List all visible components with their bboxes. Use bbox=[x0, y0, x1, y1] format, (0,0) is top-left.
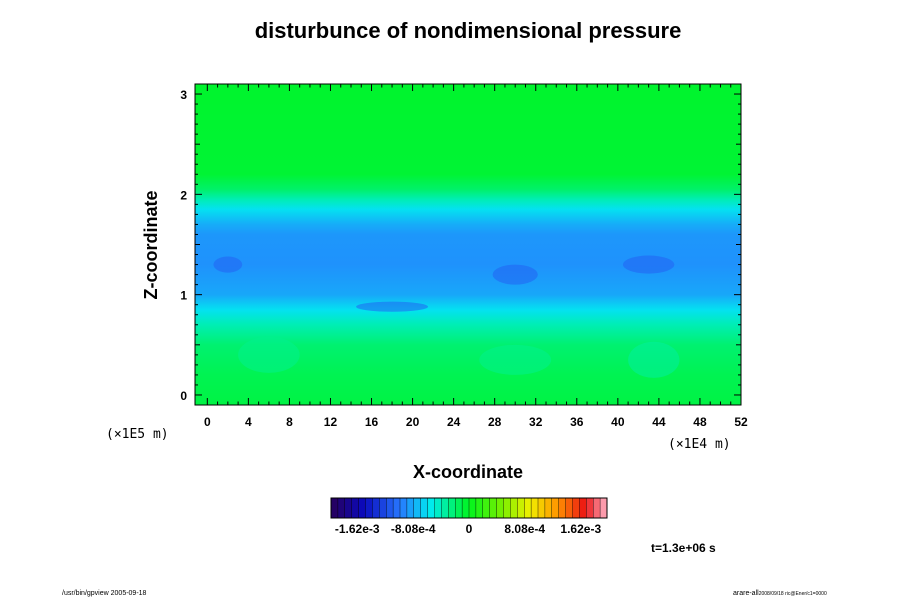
field-patch-left bbox=[213, 257, 242, 273]
x-axis-label: X-coordinate bbox=[413, 462, 523, 482]
colorbar-cell bbox=[517, 498, 524, 518]
y-unit-label: (×1E5 m) bbox=[106, 427, 169, 442]
colorbar-cell bbox=[448, 498, 455, 518]
colorbar-cell bbox=[441, 498, 448, 518]
x-tick-label: 4 bbox=[245, 415, 252, 429]
colorbar-tick-label: 0 bbox=[466, 522, 473, 536]
field-patch-band bbox=[356, 302, 428, 312]
colorbar-cell bbox=[510, 498, 517, 518]
colorbar-cell bbox=[586, 498, 593, 518]
x-tick-label: 36 bbox=[570, 415, 584, 429]
x-tick-label: 0 bbox=[204, 415, 211, 429]
colorbar: -1.62e-3 -8.08e-4 0 8.08e-4 1.62e-3 bbox=[331, 498, 607, 536]
colorbar-cell bbox=[393, 498, 400, 518]
colorbar-cell bbox=[455, 498, 462, 518]
colorbar-cell bbox=[559, 498, 566, 518]
colorbar-cell bbox=[462, 498, 469, 518]
y-tick-label: 2 bbox=[180, 188, 187, 202]
colorbar-tick-label: 1.62e-3 bbox=[560, 522, 601, 536]
colorbar-cell bbox=[421, 498, 428, 518]
colorbar-cell bbox=[435, 498, 442, 518]
colorbar-cell bbox=[531, 498, 538, 518]
colorbar-tick-label: -1.62e-3 bbox=[335, 522, 380, 536]
colorbar-cell bbox=[386, 498, 393, 518]
x-tick-label: 44 bbox=[652, 415, 666, 429]
colorbar-cells bbox=[331, 498, 607, 518]
x-tick-label: 28 bbox=[488, 415, 502, 429]
x-tick-label: 32 bbox=[529, 415, 543, 429]
colorbar-cell bbox=[524, 498, 531, 518]
y-axis-label: Z-coordinate bbox=[141, 190, 161, 299]
colorbar-cell bbox=[600, 498, 607, 518]
colorbar-cell bbox=[469, 498, 476, 518]
colorbar-tick-label: 8.08e-4 bbox=[504, 522, 545, 536]
x-unit-label: (×1E4 m) bbox=[668, 437, 731, 452]
chart-title: disturbunce of nondimensional pressure bbox=[255, 18, 682, 43]
x-tick-label: 52 bbox=[734, 415, 748, 429]
x-tick-label: 20 bbox=[406, 415, 420, 429]
colorbar-cell bbox=[579, 498, 586, 518]
footer-right: arare-all2008/09/18 ric@Ener/c1=0000 bbox=[733, 590, 827, 597]
colorbar-cell bbox=[573, 498, 580, 518]
colorbar-cell bbox=[379, 498, 386, 518]
y-tick-label: 1 bbox=[180, 289, 187, 303]
y-tick-label: 3 bbox=[180, 88, 187, 102]
x-tick-label: 24 bbox=[447, 415, 461, 429]
colorbar-cell bbox=[372, 498, 379, 518]
colorbar-cell bbox=[414, 498, 421, 518]
field-plume-left bbox=[238, 337, 300, 373]
footer-right-small: 2008/09/18 ric@Ener/c1=0000 bbox=[759, 591, 827, 597]
colorbar-cell bbox=[352, 498, 359, 518]
colorbar-cell bbox=[345, 498, 352, 518]
colorbar-cell bbox=[476, 498, 483, 518]
colorbar-cell bbox=[490, 498, 497, 518]
field-plume-right bbox=[628, 342, 679, 378]
y-tick-label: 0 bbox=[180, 389, 187, 403]
x-tick-label: 12 bbox=[324, 415, 338, 429]
x-tick-label: 48 bbox=[693, 415, 707, 429]
colorbar-cell bbox=[552, 498, 559, 518]
colorbar-cell bbox=[593, 498, 600, 518]
field-patch-right bbox=[623, 256, 674, 274]
colorbar-labels: -1.62e-3 -8.08e-4 0 8.08e-4 1.62e-3 bbox=[335, 522, 602, 536]
colorbar-cell bbox=[400, 498, 407, 518]
colorbar-cell bbox=[538, 498, 545, 518]
field-patch-center bbox=[493, 265, 538, 285]
colorbar-cell bbox=[331, 498, 338, 518]
colorbar-cell bbox=[545, 498, 552, 518]
colorbar-cell bbox=[428, 498, 435, 518]
colorbar-cell bbox=[359, 498, 366, 518]
x-tick-label: 16 bbox=[365, 415, 379, 429]
footer-right-main: arare-all bbox=[733, 590, 759, 597]
time-label: t=1.3e+06 s bbox=[651, 541, 716, 555]
footer-left: /usr/bin/gpview 2005-09-18 bbox=[62, 590, 147, 597]
colorbar-cell bbox=[504, 498, 511, 518]
colorbar-cell bbox=[366, 498, 373, 518]
colorbar-cell bbox=[407, 498, 414, 518]
x-tick-label: 40 bbox=[611, 415, 625, 429]
x-tick-label: 8 bbox=[286, 415, 293, 429]
colorbar-cell bbox=[338, 498, 345, 518]
colorbar-tick-label: -8.08e-4 bbox=[391, 522, 436, 536]
plot-area: 0481216202428323640444852 0123 bbox=[180, 84, 748, 429]
colorbar-cell bbox=[566, 498, 573, 518]
colorbar-cell bbox=[497, 498, 504, 518]
field-plume-center bbox=[479, 345, 551, 375]
colorbar-cell bbox=[483, 498, 490, 518]
chart-figure: disturbunce of nondimensional pressure 0… bbox=[0, 0, 900, 600]
